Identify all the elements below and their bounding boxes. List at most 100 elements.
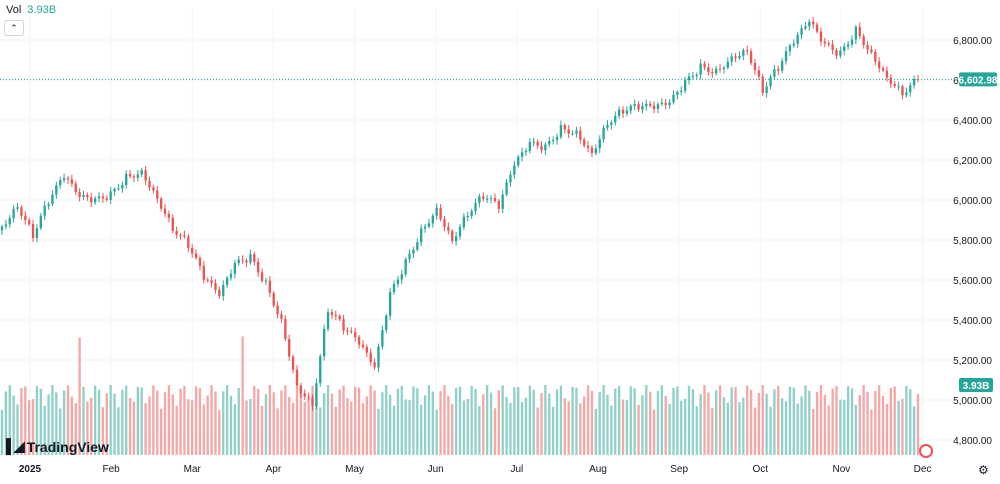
candle-body [280,314,283,319]
volume-bar [773,389,776,455]
candle-body [31,224,35,239]
candle-body [396,279,400,284]
candle-body [870,49,873,52]
candle-body [722,67,726,70]
candle-body [303,393,306,397]
candle-body [812,21,815,25]
candle-body [866,45,869,50]
y-tick-label: 5,000.00 [953,396,992,407]
candle-body [606,124,609,128]
volume-bar [12,395,15,455]
volume-bar [159,408,163,455]
volume-bar [400,386,403,455]
x-tick-label: May [345,464,364,475]
candle-body [416,242,419,250]
candle-body [594,148,598,154]
volume-bar [753,407,757,455]
x-tick-label: 2025 [19,464,42,475]
candle-body [854,26,858,40]
volume-bar [513,387,516,455]
volume-bar [482,394,485,455]
volume-bar [163,392,167,455]
candle-body [435,207,438,216]
candle-body [420,228,423,243]
chevron-up-icon[interactable]: ⌃ [4,20,24,36]
volume-bar [734,387,737,455]
volume-bar [90,397,93,455]
logo-text: TradingView [26,438,109,455]
candle-body [878,61,881,69]
candle-body [691,76,695,78]
candle-body [47,204,50,206]
candle-body [777,69,780,71]
candle-body [575,130,578,134]
candle-body [218,289,221,297]
volume-bar [629,386,632,455]
candle-body [633,104,636,106]
volume-bar [885,403,889,455]
candle-body [78,192,81,197]
candle-body [412,249,415,254]
volume-bar [590,390,594,455]
volume-bar [237,388,240,455]
candle-body [761,76,764,94]
volume-bar [369,385,372,455]
candle-body [520,152,524,157]
candle-body [392,283,396,293]
volume-bar [742,397,745,455]
event-marker-icon [919,444,933,458]
candle-body [664,102,667,106]
candle-body [567,129,570,134]
candle-body [765,86,768,94]
volume-bar [575,387,578,455]
candle-body [194,253,198,258]
volume-bar [808,390,811,455]
candle-body [707,67,710,73]
candle-body [276,305,279,315]
volume-bar [571,386,574,455]
candle-body [536,141,539,146]
volume-bar [435,409,438,455]
volume-bar [683,398,687,455]
volume-bar [823,394,827,455]
volume-bar [225,385,229,455]
candle-body [253,254,256,262]
candle-body [245,260,248,263]
candle-body [746,50,749,52]
candle-body [590,147,594,154]
candle-body [39,215,42,229]
candle-body [788,45,792,52]
volume-bar [284,385,287,455]
tradingview-logo-icon: ▌◢ [6,438,25,454]
volume-bar [97,389,101,455]
volume-bar [140,387,143,455]
candle-body [148,180,151,188]
volume-bar [746,385,749,455]
volume-bar [82,386,85,455]
candle-body [579,130,582,140]
candle-body [718,68,722,70]
candle-body [404,259,407,275]
volume-bar [765,393,768,455]
volume-bar [912,406,916,455]
gear-icon[interactable]: ⚙ [978,463,989,477]
candle-body [121,184,124,189]
candle-body [532,141,535,143]
volume-bar [691,389,695,455]
candle-body [738,55,741,59]
candle-body [319,356,322,384]
volume-bar [827,405,830,455]
tradingview-logo[interactable]: ▌◢ TradingView [6,438,109,455]
volume-bar [703,385,706,455]
volume-bar [121,389,124,455]
volume-bar [365,396,369,455]
x-tick-label: Sep [670,464,688,475]
volume-bar [897,400,900,455]
candle-body [187,236,190,248]
candle-body [839,50,842,56]
candle-body [524,150,528,153]
volume-bar [70,396,74,455]
volume-bar [792,387,795,455]
